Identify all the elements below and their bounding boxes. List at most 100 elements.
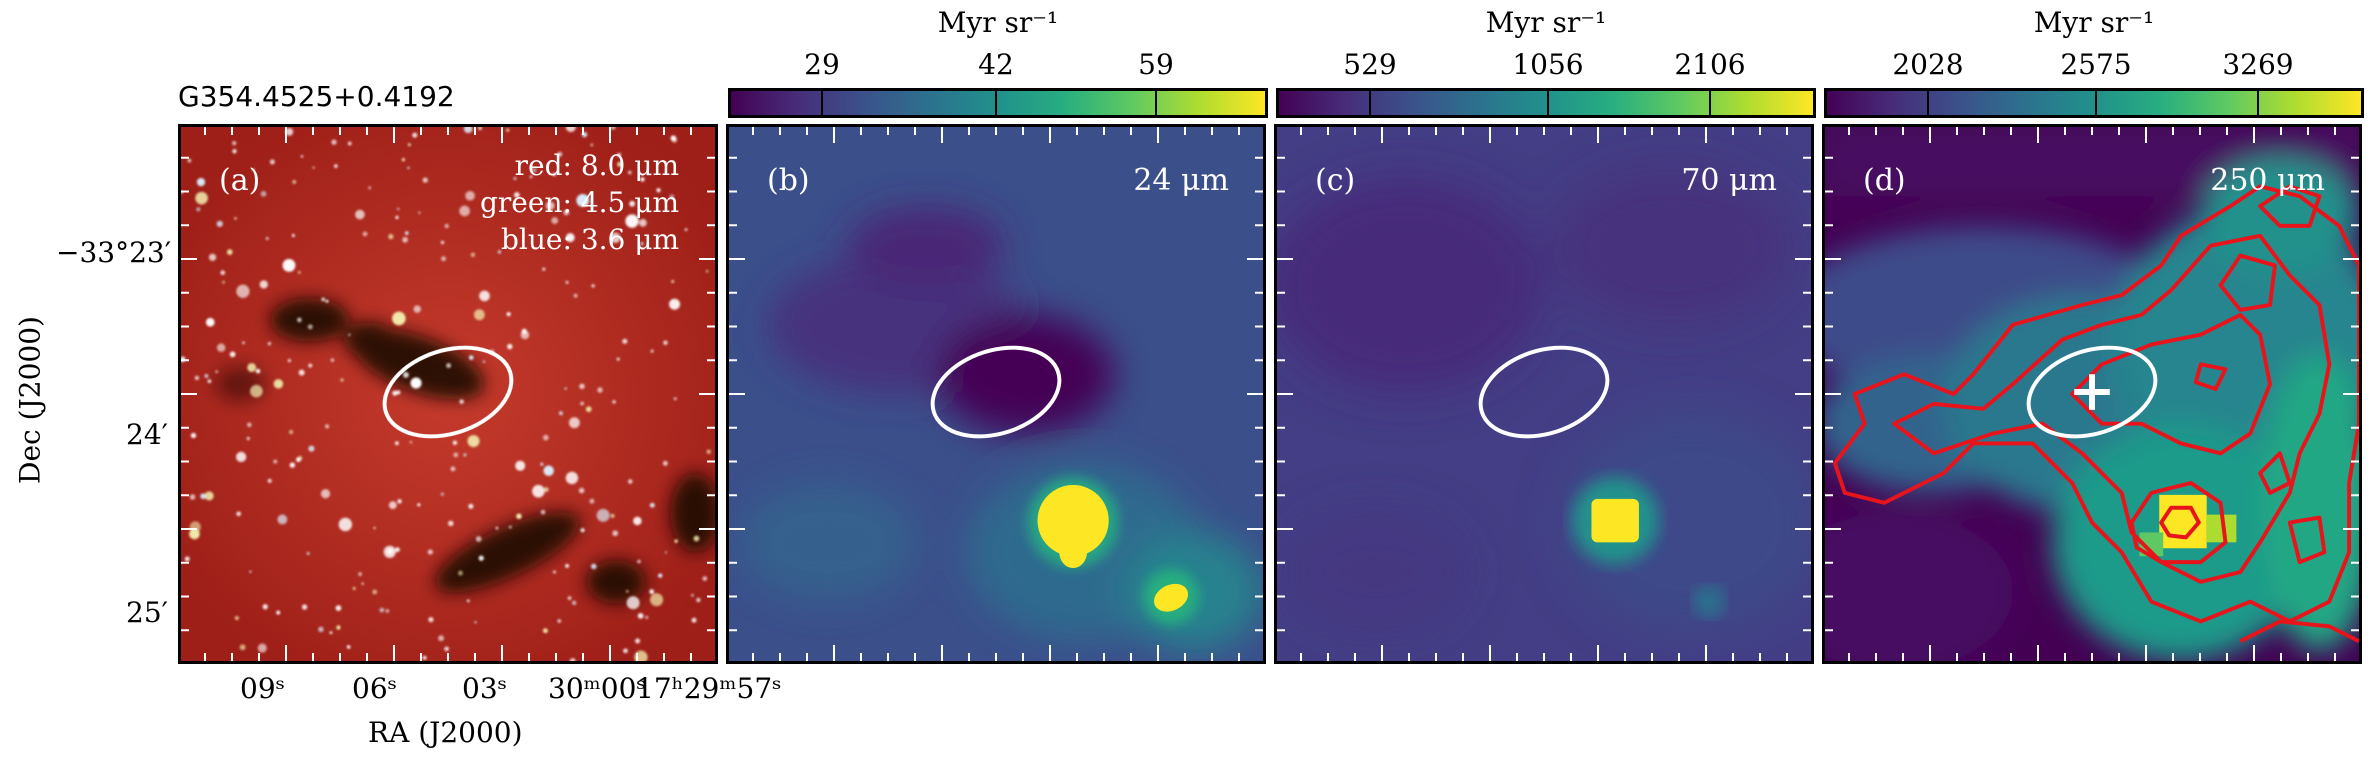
star xyxy=(336,625,341,630)
star xyxy=(402,371,409,378)
star xyxy=(626,596,640,610)
star xyxy=(308,445,315,452)
star xyxy=(300,155,304,158)
star xyxy=(418,211,421,214)
star xyxy=(568,417,580,429)
star xyxy=(669,194,675,200)
star xyxy=(573,293,578,298)
star xyxy=(208,253,217,261)
star xyxy=(565,233,575,243)
star xyxy=(379,607,385,613)
star xyxy=(373,526,376,530)
star xyxy=(567,596,572,600)
star xyxy=(450,466,456,472)
star xyxy=(329,631,333,635)
star xyxy=(388,233,394,240)
star xyxy=(579,383,585,390)
star xyxy=(448,520,454,527)
star xyxy=(515,460,526,471)
star xyxy=(640,242,644,246)
star xyxy=(576,193,590,207)
y-axis-title: Dec (J2000) xyxy=(13,316,47,484)
star xyxy=(474,621,477,624)
star xyxy=(255,368,261,374)
star xyxy=(495,526,499,530)
star xyxy=(673,397,677,401)
star xyxy=(368,186,372,190)
star xyxy=(529,175,533,179)
star xyxy=(532,484,545,498)
star xyxy=(543,465,554,476)
panel-a-label: (a) xyxy=(219,163,261,198)
star xyxy=(596,508,610,522)
star xyxy=(627,170,632,175)
star xyxy=(222,280,226,284)
star xyxy=(333,164,338,168)
star xyxy=(543,487,549,492)
star xyxy=(465,190,475,201)
star xyxy=(205,317,215,327)
colorbar-b-title: Myr sr⁻¹ xyxy=(937,6,1059,39)
star xyxy=(239,644,246,651)
star xyxy=(288,429,294,435)
star xyxy=(395,547,400,553)
star xyxy=(200,493,207,500)
band-blue-label: blue: 3.6 μm xyxy=(501,223,679,256)
panel-a-rgb-image: (a) red: 8.0 μm green: 4.5 μm blue: 3.6 … xyxy=(178,124,718,664)
star xyxy=(298,369,305,376)
star xyxy=(691,617,697,623)
star xyxy=(397,499,402,504)
star xyxy=(626,589,629,593)
star xyxy=(629,200,635,207)
star xyxy=(236,511,242,517)
x-tick-label-1: 09ˢ xyxy=(240,672,286,705)
star xyxy=(413,305,422,313)
star xyxy=(422,177,428,183)
star xyxy=(262,604,268,610)
star xyxy=(578,487,585,494)
star xyxy=(674,539,678,543)
star xyxy=(402,236,408,243)
star xyxy=(259,280,268,289)
star xyxy=(542,267,546,271)
star xyxy=(247,363,257,372)
colorbar-b-tick-2: 42 xyxy=(978,48,1014,81)
panel-a-band-legend: red: 8.0 μm green: 4.5 μm blue: 3.6 μm xyxy=(480,147,679,258)
star xyxy=(301,604,308,610)
star xyxy=(324,424,330,429)
star xyxy=(190,432,197,439)
star xyxy=(291,233,295,238)
star xyxy=(656,188,661,193)
star xyxy=(417,503,421,507)
star xyxy=(215,370,219,374)
star xyxy=(650,593,664,607)
colorbar-c-tick-3: 2106 xyxy=(1674,48,1746,81)
star xyxy=(551,217,559,225)
star xyxy=(590,143,594,147)
star xyxy=(321,297,326,302)
star xyxy=(477,127,483,131)
star xyxy=(633,516,642,526)
star xyxy=(664,551,668,554)
star xyxy=(565,563,570,568)
star xyxy=(516,513,522,519)
panel-b-label: (b) xyxy=(767,163,810,198)
star xyxy=(269,159,275,165)
star xyxy=(394,441,399,446)
star xyxy=(427,549,433,555)
star xyxy=(580,527,585,533)
star xyxy=(693,535,700,542)
star xyxy=(226,249,233,255)
star xyxy=(552,172,557,177)
star xyxy=(475,536,482,542)
star xyxy=(610,513,615,518)
star xyxy=(276,610,281,615)
star xyxy=(572,600,577,606)
panel-d-wavelength: 250 μm xyxy=(2210,163,2325,198)
star xyxy=(634,638,641,644)
colorbar-c-tick-1: 529 xyxy=(1343,48,1397,81)
star xyxy=(441,256,447,262)
star xyxy=(696,597,701,603)
star xyxy=(216,343,226,352)
